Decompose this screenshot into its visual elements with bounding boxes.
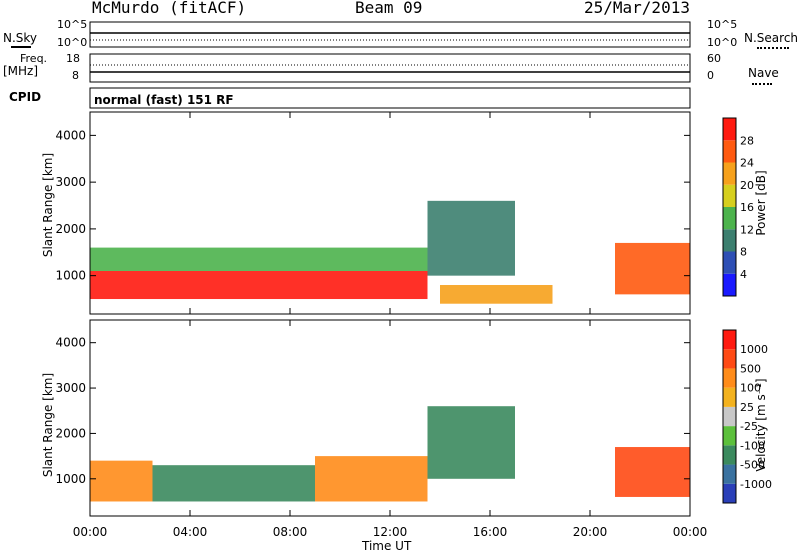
data-region [152,465,315,502]
nave-label: Nave [748,66,779,80]
data-region [615,447,690,497]
y-tick-label: 1000 [55,472,86,486]
nave-tick-low: 0 [707,69,714,82]
nsearch-label: N.Search [744,31,799,45]
y-tick-label: 3000 [55,381,86,395]
noise-tick-low-left: 10^0 [57,36,88,49]
nsky-label: N.Sky [3,31,38,45]
colorbar-swatch [723,483,736,503]
colorbar-swatch [723,118,736,141]
colorbar-swatch [723,162,736,185]
data-region [440,285,553,304]
y-tick-label: 1000 [55,269,86,283]
y-tick-label: 2000 [55,426,86,440]
noise-tick-high-left: 10^5 [57,18,88,31]
cpid-panel-frame [89,87,691,109]
colorbar-swatch [723,349,736,369]
colorbar-swatch [723,426,736,446]
x-tick-label: 04:00 [173,525,208,539]
nave-tick-high: 60 [707,52,721,65]
data-region [427,406,515,479]
velocity-panel: 1000 2000 3000 4000 00:00 04:00 08:00 12:00 16:0… [55,319,708,539]
colorbar-tick-label: -25 [740,420,758,433]
freq-label-unit: [MHz] [3,64,39,78]
colorbar-tick-label: 4 [740,268,747,281]
y-tick-label: 2000 [55,222,86,236]
colorbar-swatch [723,368,736,388]
data-region [427,200,515,276]
nsky-legend-line [11,46,31,48]
xlabel: Time UT [362,539,412,553]
strip-lines [90,32,690,73]
colorbar-tick-label: 500 [740,362,761,375]
x-tick-label: 20:00 [573,525,608,539]
colorbar-swatch [723,464,736,484]
colorbar-frame [722,329,737,504]
colorbar-swatch [723,445,736,465]
y-tick-label: 4000 [55,336,86,350]
data-region [90,460,153,502]
data-region [90,270,428,300]
colorbar-tick-label: 28 [740,134,754,147]
x-tick-label: 16:00 [473,525,508,539]
noise-tick-low-right: 10^0 [707,36,738,49]
freq-tick-low: 8 [72,69,79,82]
velocity-colorbar: 1000 500 100 25 -25 -100 -500 -1000 [722,329,772,504]
x-tick-label: 00:00 [73,525,108,539]
cpid-text: normal (fast) 151 RF [94,93,234,107]
power-colorbar: 4 8 12 16 20 24 28 [722,117,754,297]
power-panel: 1000 2000 3000 4000 [55,111,691,315]
data-region [615,242,690,295]
colorbar-swatch [723,251,736,274]
colorbar-tick-label: 25 [740,401,754,414]
noise-tick-high-right: 10^5 [707,18,738,31]
data-region [90,247,428,271]
colorbar-tick-label: -100 [740,439,765,452]
colorbar-swatch [723,184,736,207]
colorbar-tick-label: 100 [740,382,761,395]
cpid-label: CPID [9,90,42,104]
colorbar-tick-label: 1000 [740,343,768,356]
colorbar-swatch [723,406,736,427]
colorbar-tick-label: 8 [740,246,747,259]
colorbar-frame [722,117,737,297]
colorbar-tick-label: -500 [740,459,765,472]
beam-title: Beam 09 [355,0,423,17]
x-tick-label: 08:00 [273,525,308,539]
colorbar-tick-label: 12 [740,223,754,236]
freq-label-top: Freq. [20,52,48,65]
y-tick-label: 4000 [55,128,86,142]
data-region [315,456,428,502]
nave-legend-line [752,83,772,85]
colorbar-swatch [723,140,736,163]
colorbar-swatch [723,330,736,350]
noise-panel-frame [89,21,691,48]
colorbar-tick-label: 16 [740,201,754,214]
colorbar-swatch [723,273,736,296]
station-title: McMurdo (fitACF) [92,0,247,17]
date-title: 25/Mar/2013 [584,0,690,17]
colorbar-swatch [723,207,736,230]
x-tick-label: 00:00 [673,525,708,539]
freq-panel-frame [89,53,691,83]
x-tick-label: 12:00 [373,525,408,539]
colorbar-swatch [723,229,736,252]
colorbar-tick-label: 20 [740,179,754,192]
freq-tick-high: 18 [66,52,80,65]
y-tick-label: 3000 [55,175,86,189]
colorbar-tick-label: -1000 [740,478,772,491]
colorbar-tick-label: 24 [740,157,754,170]
colorbar-swatch [723,387,736,407]
nsearch-legend-line [757,47,789,49]
